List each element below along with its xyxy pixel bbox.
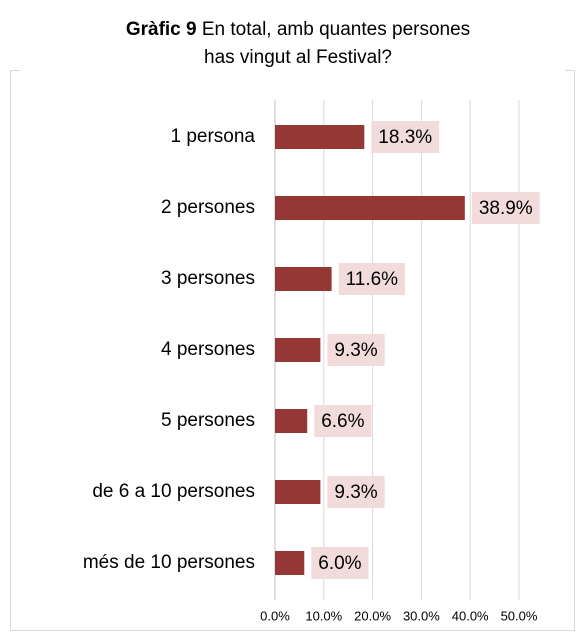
value-label: 9.3% [334, 482, 377, 503]
category-label: més de 10 persones [83, 552, 255, 573]
value-label-background [314, 405, 372, 437]
title-background [20, 12, 565, 76]
title-text-line: En total, amb quantes persones [202, 19, 470, 40]
x-tick-label: 50.0% [501, 608, 538, 623]
chart-title: Gràfic 9 En total, amb quantes persones [126, 19, 470, 40]
bar [275, 551, 305, 575]
bar [275, 125, 365, 149]
value-label: 9.3% [334, 340, 377, 361]
bar [275, 338, 321, 362]
bar [275, 267, 332, 291]
category-label: 3 persones [161, 268, 255, 289]
value-label: 18.3% [378, 127, 432, 148]
bar [275, 480, 321, 504]
x-tick-label: 0.0% [260, 608, 290, 623]
x-tick-label: 10.0% [305, 608, 342, 623]
value-label-background [338, 263, 406, 295]
value-label: 38.9% [479, 198, 533, 219]
category-label: de 6 a 10 persones [92, 481, 255, 502]
value-label-background [371, 121, 440, 153]
x-tick-label: 30.0% [403, 608, 440, 623]
value-label: 6.6% [321, 411, 364, 432]
value-label: 6.0% [318, 553, 361, 574]
bar [275, 196, 465, 220]
value-label-background [311, 547, 369, 579]
title-label: Gràfic 9 [126, 19, 197, 40]
category-label: 5 persones [161, 410, 255, 431]
category-label: 4 persones [161, 339, 255, 360]
value-label-background [327, 334, 385, 366]
x-tick-label: 40.0% [452, 608, 489, 623]
value-label: 11.6% [346, 269, 399, 290]
bar [275, 409, 308, 433]
category-label: 2 persones [161, 197, 255, 218]
value-label-background [471, 192, 540, 224]
value-label-background [327, 476, 385, 508]
x-tick-label: 20.0% [354, 608, 391, 623]
category-label: 1 persona [170, 126, 255, 147]
title-text-line: has vingut al Festival? [204, 47, 392, 68]
